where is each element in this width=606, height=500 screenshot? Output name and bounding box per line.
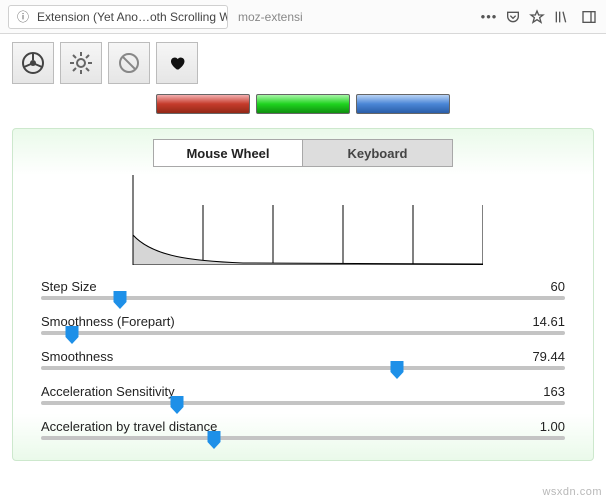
- slider-label: Smoothness: [41, 349, 113, 364]
- gear-button[interactable]: [60, 42, 102, 84]
- disable-button[interactable]: [108, 42, 150, 84]
- no-entry-icon: [117, 51, 141, 75]
- slider-value: 60: [551, 279, 565, 294]
- slider-track[interactable]: [41, 436, 565, 440]
- slider-track[interactable]: [41, 296, 565, 300]
- slider-label: Acceleration Sensitivity: [41, 384, 175, 399]
- site-identity[interactable]: ⓘ Extension (Yet Ano…oth Scrolling WE): [8, 5, 228, 29]
- slider-label: Step Size: [41, 279, 97, 294]
- slider-thumb[interactable]: [113, 291, 126, 309]
- slider-track[interactable]: [41, 401, 565, 405]
- steering-button[interactable]: [12, 42, 54, 84]
- slider-track[interactable]: [41, 331, 565, 335]
- preset-blue[interactable]: [356, 94, 450, 114]
- slider-thumb[interactable]: [66, 326, 79, 344]
- settings-panel: Mouse Wheel Keyboard Step Size 60 Smoothne…: [12, 128, 594, 461]
- tab-mouse-wheel[interactable]: Mouse Wheel: [153, 139, 303, 167]
- bookmark-star-icon[interactable]: [528, 8, 546, 26]
- preset-green[interactable]: [256, 94, 350, 114]
- slider-label: Acceleration by travel distance: [41, 419, 217, 434]
- sidebar-icon[interactable]: [580, 8, 598, 26]
- slider-value: 163: [543, 384, 565, 399]
- tab-keyboard[interactable]: Keyboard: [303, 139, 453, 167]
- slider-thumb[interactable]: [207, 431, 220, 449]
- browser-address-bar: ⓘ Extension (Yet Ano…oth Scrolling WE) •…: [0, 0, 606, 34]
- sliders-container: Step Size60Smoothness (Forepart)14.61Smo…: [41, 279, 565, 440]
- more-icon[interactable]: •••: [480, 8, 498, 26]
- slider-thumb[interactable]: [391, 361, 404, 379]
- identity-label: Extension (Yet Ano…oth Scrolling WE): [37, 10, 228, 24]
- slider-row-4: Acceleration by travel distance 1.00: [41, 419, 565, 440]
- slider-track[interactable]: [41, 366, 565, 370]
- slider-row-2: Smoothness 79.44: [41, 349, 565, 370]
- toolbar: [12, 42, 594, 84]
- library-icon[interactable]: [552, 8, 570, 26]
- preset-red[interactable]: [156, 94, 250, 114]
- tabs: Mouse Wheel Keyboard: [41, 139, 565, 167]
- slider-label: Smoothness (Forepart): [41, 314, 175, 329]
- gear-icon: [69, 51, 93, 75]
- slider-value: 1.00: [540, 419, 565, 434]
- color-preset-row: [12, 94, 594, 114]
- slider-row-3: Acceleration Sensitivity 163: [41, 384, 565, 405]
- slider-thumb[interactable]: [171, 396, 184, 414]
- slider-value: 79.44: [532, 349, 565, 364]
- heart-icon: [167, 53, 187, 73]
- pocket-icon[interactable]: [504, 8, 522, 26]
- slider-row-0: Step Size 60: [41, 279, 565, 300]
- easing-graph: [123, 175, 483, 265]
- steering-wheel-icon: [21, 51, 45, 75]
- slider-row-1: Smoothness (Forepart) 14.61: [41, 314, 565, 335]
- info-icon: ⓘ: [17, 8, 29, 26]
- slider-value: 14.61: [532, 314, 565, 329]
- favorite-button[interactable]: [156, 42, 198, 84]
- watermark: wsxdn.com: [542, 486, 602, 498]
- url-input[interactable]: [234, 10, 428, 24]
